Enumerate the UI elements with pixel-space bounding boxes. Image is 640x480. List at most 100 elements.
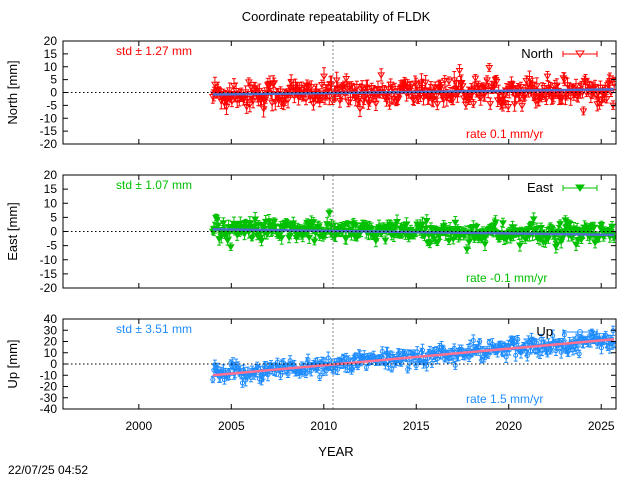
data-point	[287, 358, 293, 364]
data-point	[553, 241, 561, 249]
data-point	[340, 82, 349, 89]
data-point	[467, 342, 473, 348]
data-point	[566, 94, 575, 102]
data-point	[541, 239, 550, 247]
data-point	[412, 82, 421, 90]
data-point	[532, 225, 541, 233]
data-point	[477, 338, 483, 344]
data-point	[449, 96, 458, 103]
data-point	[265, 372, 271, 378]
legend-label-east: East	[527, 180, 553, 195]
data-point	[485, 64, 494, 72]
data-point	[419, 347, 425, 353]
data-point	[543, 73, 552, 81]
data-point	[515, 336, 521, 342]
y-tick-label: 5	[50, 210, 57, 224]
data-point	[406, 84, 415, 91]
data-point	[565, 220, 574, 228]
y-tick-label: 20	[44, 34, 58, 48]
y-tick-label: 5	[50, 73, 57, 87]
data-point	[481, 241, 489, 248]
data-point	[398, 360, 404, 366]
data-point	[325, 355, 331, 361]
x-tick-label: 2000	[125, 419, 152, 433]
data-point	[529, 216, 538, 223]
data-point	[508, 224, 517, 231]
rate-label-east: rate -0.1 mm/yr	[466, 271, 547, 285]
data-point	[225, 87, 234, 94]
data-point	[518, 103, 526, 110]
data-point	[451, 219, 460, 227]
data-point	[527, 348, 533, 354]
data-point	[571, 90, 579, 98]
data-point	[367, 85, 376, 92]
y-tick-label: 0	[50, 86, 57, 100]
data-point	[381, 237, 390, 244]
data-point	[405, 366, 411, 372]
data-point	[385, 101, 394, 108]
data-point	[525, 75, 534, 83]
data-point	[581, 79, 590, 86]
data-point	[325, 210, 334, 217]
data-point	[513, 352, 519, 358]
y-axis-label-north: North [mm]	[5, 60, 20, 124]
data-point	[560, 76, 569, 84]
legend-marker-north	[575, 50, 585, 58]
data-point	[402, 221, 411, 228]
data-point	[455, 68, 464, 75]
data-point	[363, 85, 372, 93]
data-point	[445, 78, 453, 86]
data-point	[383, 93, 392, 100]
std-label-east: std ± 1.07 mm	[116, 178, 192, 192]
data-point	[486, 101, 495, 108]
data-point	[422, 217, 431, 225]
y-tick-label: 15	[44, 47, 58, 61]
data-point	[597, 222, 606, 229]
data-point	[221, 377, 227, 383]
data-point	[469, 101, 478, 108]
data-point	[470, 337, 476, 343]
data-point	[517, 84, 525, 91]
legend-marker-up	[577, 329, 583, 335]
data-point	[363, 364, 369, 370]
data-point	[230, 361, 236, 367]
y-tick-label: 0	[50, 357, 57, 371]
data-point	[598, 345, 604, 351]
data-point	[350, 366, 356, 372]
data-point	[544, 350, 550, 356]
y-tick-label: 0	[50, 225, 57, 239]
y-tick-label: 10	[44, 346, 58, 360]
data-point	[460, 92, 469, 99]
y-tick-label: 30	[44, 323, 58, 337]
data-point	[602, 96, 611, 103]
data-point	[249, 98, 257, 105]
data-point	[334, 86, 343, 93]
data-point	[358, 84, 367, 91]
trend-line-east	[212, 227, 615, 237]
data-point	[308, 368, 314, 374]
rate-label-up: rate 1.5 mm/yr	[466, 392, 543, 406]
y-tick-label: 10	[44, 60, 58, 74]
data-point	[346, 96, 355, 104]
x-tick-label: 2020	[495, 419, 522, 433]
data-point	[309, 101, 318, 108]
y-tick-label: -10	[40, 368, 58, 382]
data-point	[421, 79, 430, 87]
data-point	[590, 224, 598, 232]
y-tick-label: -15	[40, 267, 58, 281]
y-tick-label: -20	[40, 137, 58, 151]
data-point	[458, 83, 467, 90]
std-label-up: std ± 3.51 mm	[116, 322, 192, 336]
data-point	[245, 101, 254, 109]
y-axis-label-up: Up [mm]	[5, 339, 20, 388]
data-point	[504, 104, 513, 111]
y-tick-label: 20	[44, 168, 58, 182]
data-point	[239, 380, 245, 386]
data-point	[426, 240, 434, 248]
data-point	[556, 221, 565, 228]
data-point	[432, 93, 441, 100]
data-point	[593, 333, 599, 339]
data-point	[285, 371, 291, 377]
